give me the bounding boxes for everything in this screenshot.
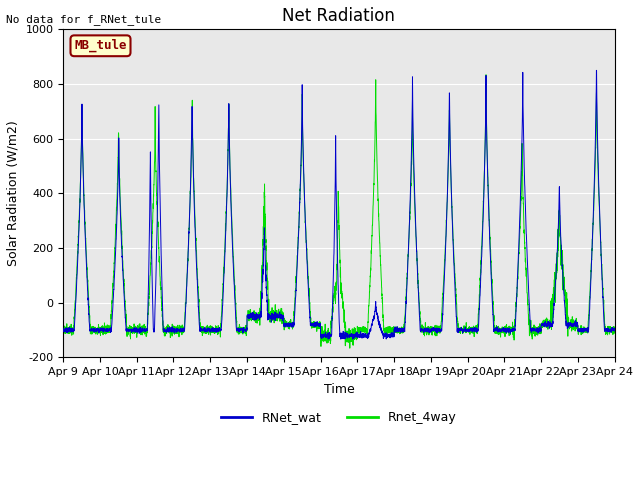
Legend: RNet_wat, Rnet_4way: RNet_wat, Rnet_4way <box>216 406 462 429</box>
Text: MB_tule: MB_tule <box>74 39 127 52</box>
Y-axis label: Solar Radiation (W/m2): Solar Radiation (W/m2) <box>7 120 20 266</box>
Title: Net Radiation: Net Radiation <box>282 7 396 25</box>
Text: No data for f_RNet_tule: No data for f_RNet_tule <box>6 14 162 25</box>
X-axis label: Time: Time <box>323 383 355 396</box>
